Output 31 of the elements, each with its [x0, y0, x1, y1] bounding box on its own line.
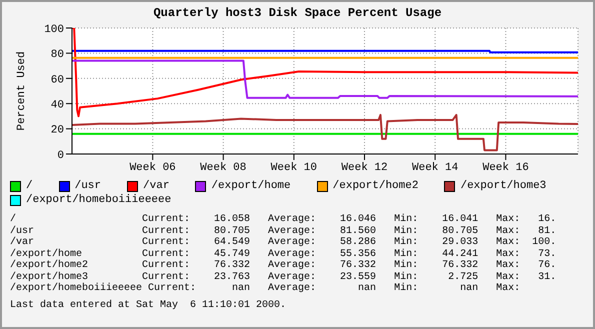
y-tick-label: 80	[50, 49, 64, 62]
line-series	[72, 60, 578, 99]
legend-label: /export/home	[211, 180, 291, 192]
x-tick-label: Week 06	[130, 162, 176, 174]
x-tick-label: Week 10	[270, 162, 318, 174]
text: /usr Current: 80.705 Average: 81.560 Min: 80.705 Max: 81.	[10, 226, 558, 236]
y-axis-title: Percent Used	[16, 51, 28, 131]
legend-label: /export/home2	[332, 180, 418, 192]
text: Last data entered at Sat May 6 11:10:01 2000.	[10, 300, 288, 311]
line-series	[72, 114, 578, 152]
y-tick-label: 20	[50, 124, 64, 137]
legend-label: /export/home3	[460, 180, 546, 192]
x-tick-label: Week 16	[482, 162, 529, 174]
legend-label: /export/homeboiiieeeee	[26, 194, 172, 206]
y-tick-label: 60	[50, 74, 64, 86]
y-tick-label: 40	[50, 100, 64, 112]
x-tick-label: Week 08	[200, 162, 246, 174]
text: / Current: 16.058 Average: 16.046 Min: 16.041 Max: 16.	[10, 214, 558, 226]
text: /export/homeboiiieeeee Current: nan Average: nan Min: nan Max:	[10, 283, 522, 294]
legend-label: /	[26, 180, 33, 192]
legend-label: /usr	[74, 180, 102, 192]
text: /var Current: 64.549 Average: 58.286 Min: 29.033 Max: 100.	[10, 237, 558, 248]
y-tick-label: 0	[57, 150, 64, 162]
text: /export/home Current: 45.749 Average: 55.356 Min: 44.241 Max: 73.	[10, 248, 558, 260]
y-tick-label: 100	[44, 24, 64, 36]
text: /export/home2 Current: 76.332 Average: 76.332 Min: 76.332 Max: 76.	[10, 260, 558, 272]
text: /export/home3 Current: 23.763 Average: 23.559 Min: 2.725 Max: 31.	[10, 272, 558, 282]
x-tick-label: Week 12	[341, 162, 388, 174]
chart-title: Quarterly host3 Disk Space Percent Usage	[152, 6, 443, 22]
legend-label: /var	[143, 180, 170, 192]
x-tick-label: Week 14	[412, 162, 459, 174]
